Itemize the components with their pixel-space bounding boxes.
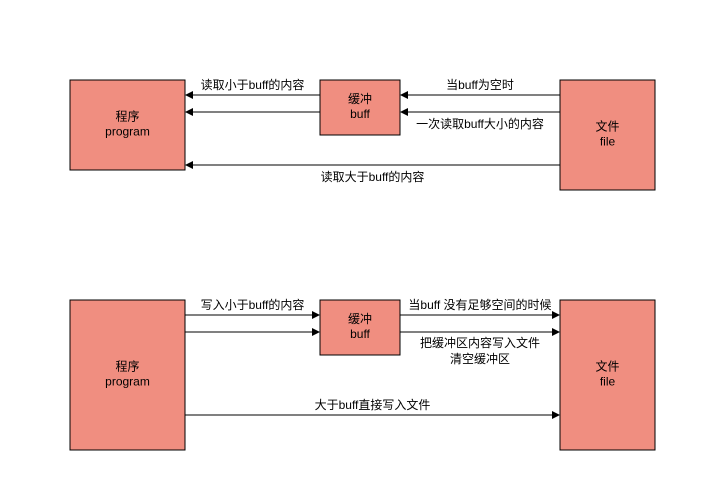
top-buff-node-label: buff (350, 107, 370, 121)
top-edge-0: 读取小于buff的内容 (185, 77, 320, 99)
bottom-file-node-label: 文件 (595, 359, 619, 374)
bottom-file-node: 文件file (560, 300, 655, 450)
bottom-program-node: 程序program (70, 300, 185, 450)
bottom-edge-2: 当buff 没有足够空间的时候 (400, 297, 560, 319)
bottom-file-node-label: file (600, 375, 616, 389)
bottom-program-node-label: 程序 (115, 359, 139, 374)
top-edge-4: 读取大于buff的内容 (185, 161, 560, 184)
top-file-node-label: 文件 (595, 119, 619, 134)
bottom-edge-2-label: 当buff 没有足够空间的时候 (408, 297, 551, 312)
bottom-edge-3-label: 把缓冲区内容写入文件 (420, 335, 540, 350)
top-edge-4-label: 读取大于buff的内容 (321, 169, 425, 184)
bottom-edge-1 (185, 328, 320, 336)
top-edge-2-label: 当buff为空时 (446, 78, 514, 92)
top-edge-2: 当buff为空时 (400, 78, 560, 99)
bottom-program-node-label: program (105, 375, 150, 389)
bottom-edge-4: 大于buff直接写入文件 (185, 397, 560, 419)
top-file-node-label: file (600, 135, 616, 149)
bottom-buff-node-label: buff (350, 327, 370, 341)
bottom-buff-node: 缓冲buff (320, 300, 400, 355)
top-buff-node: 缓冲buff (320, 80, 400, 135)
bottom-edge-3: 把缓冲区内容写入文件清空缓冲区 (400, 328, 560, 366)
top-edge-0-label: 读取小于buff的内容 (201, 77, 305, 92)
top-file-node: 文件file (560, 80, 655, 190)
top-program-node-label: 程序 (115, 109, 139, 124)
bottom-edge-0: 写入小于buff的内容 (185, 297, 320, 319)
bottom-edge-3-label2: 清空缓冲区 (450, 351, 510, 366)
top-buff-node-label: 缓冲 (348, 91, 372, 106)
top-program-node-label: program (105, 125, 150, 139)
top-edge-3: 一次读取buff大小的内容 (400, 108, 560, 131)
bottom-edge-4-label: 大于buff直接写入文件 (315, 397, 431, 412)
top-edge-1 (185, 108, 320, 116)
top-edge-3-label: 一次读取buff大小的内容 (416, 116, 544, 131)
top-program-node: 程序program (70, 80, 185, 170)
diagram-canvas: 程序program缓冲buff文件file读取小于buff的内容当buff为空时… (0, 0, 705, 500)
bottom-buff-node-label: 缓冲 (348, 311, 372, 326)
bottom-edge-0-label: 写入小于buff的内容 (201, 297, 305, 312)
